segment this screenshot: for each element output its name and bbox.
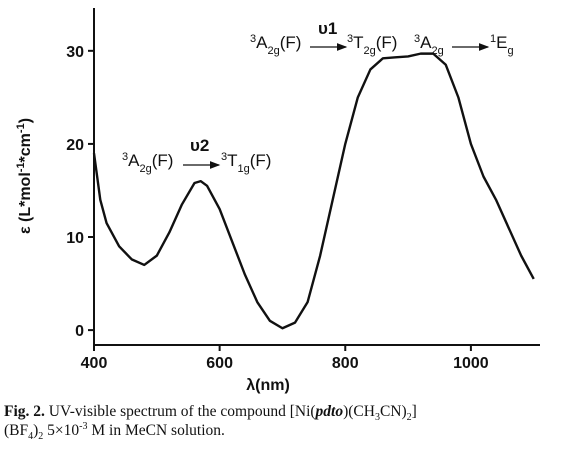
caption-text: 2 <box>406 412 412 424</box>
caption-text: pdto <box>315 403 344 420</box>
caption-text: 2 <box>38 431 44 443</box>
y-tick-label: 20 <box>66 137 84 154</box>
spectrum-line <box>92 52 535 330</box>
x-tick-label: 1000 <box>453 355 489 372</box>
caption-text: 3 <box>374 412 380 424</box>
x-tick-label: 800 <box>332 355 359 372</box>
annotation-text: υ2 <box>190 136 209 155</box>
annotation-text: 3A2g(F) <box>250 33 301 57</box>
x-tick-label: 400 <box>81 355 108 372</box>
caption-text: 5×10 <box>43 422 80 439</box>
caption-text: 4 <box>28 431 34 443</box>
x-tick-label: 600 <box>206 355 233 372</box>
caption-text: ] <box>411 403 417 420</box>
y-tick-label: 0 <box>75 323 84 340</box>
y-tick-label: 30 <box>66 44 84 61</box>
plot: 0 10 20 30 400 600 800 1000 <box>66 8 540 372</box>
caption-text: M in MeCN solution. <box>87 422 225 439</box>
caption-text: ) <box>33 422 39 439</box>
caption-text: CN) <box>379 403 407 420</box>
annotation-text: 3T1g(F) <box>221 151 271 175</box>
annotation-text: 3T2g(F) <box>347 33 397 57</box>
x-axis-label: λ(nm) <box>246 377 290 394</box>
caption-text: UV-visible spectrum of the compound [Ni( <box>44 403 316 420</box>
y-axis-label: ε (L*mol-1*cm-1) <box>15 118 34 234</box>
annotation-text: υ1 <box>318 19 337 38</box>
caption-text: -3 <box>79 420 88 432</box>
caption-text: (BF <box>4 422 29 439</box>
annotation-text: 3A2g <box>414 33 444 57</box>
y-tick-label: 10 <box>66 230 84 247</box>
caption-label: Fig. 2. <box>4 403 45 420</box>
annotation-text: 3A2g(F) <box>122 151 173 175</box>
chart: 0 10 20 30 400 600 800 1000 λ(nm) ε (L*mol-1*cm… <box>15 8 540 394</box>
annotation-text: 1Eg <box>490 33 514 57</box>
caption: Fig. 2. UV-visible spectrum of the compo… <box>0 400 563 443</box>
annotation: 3A2g(F) υ1 3T2g(F) 3A2g 1Eg <box>250 19 514 57</box>
annotation: 3A2g(F) υ2 3T1g(F) <box>122 136 271 175</box>
caption-text: )(CH <box>343 403 375 420</box>
